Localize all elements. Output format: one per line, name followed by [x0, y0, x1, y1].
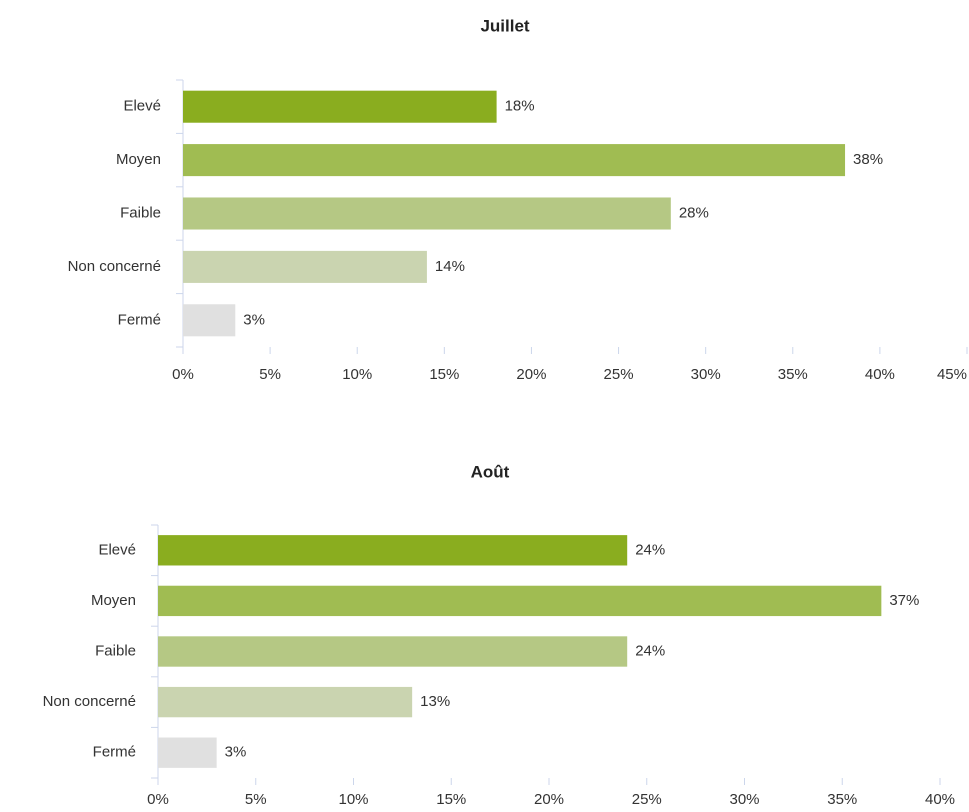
- x-tick-label: 15%: [436, 791, 466, 808]
- x-tick-label: 20%: [516, 366, 546, 383]
- bar: [183, 304, 236, 337]
- value-label: 13%: [420, 693, 450, 710]
- bar: [183, 90, 497, 123]
- bar: [158, 535, 628, 566]
- x-tick-label: 10%: [342, 366, 372, 383]
- bar: [183, 144, 846, 177]
- x-tick-label: 20%: [534, 791, 564, 808]
- x-tick-label: 35%: [827, 791, 857, 808]
- bar: [158, 585, 882, 617]
- chart-title: Juillet: [480, 16, 529, 35]
- x-tick-label: 10%: [338, 791, 368, 808]
- x-tick-label: 25%: [604, 366, 634, 383]
- value-label: 3%: [225, 744, 247, 761]
- category-label: Fermé: [93, 744, 136, 761]
- value-label: 38%: [853, 151, 883, 168]
- category-label: Moyen: [116, 151, 161, 168]
- bar: [158, 636, 628, 667]
- x-tick-label: 30%: [691, 366, 721, 383]
- category-label: Fermé: [118, 311, 161, 328]
- bar: [158, 737, 217, 768]
- value-label: 18%: [505, 98, 535, 115]
- x-tick-label: 15%: [429, 366, 459, 383]
- bar: [183, 250, 427, 283]
- value-label: 24%: [635, 642, 665, 659]
- x-tick-label: 35%: [778, 366, 808, 383]
- x-tick-label: 5%: [259, 366, 281, 383]
- category-label: Non concerné: [68, 258, 161, 275]
- category-label: Elevé: [123, 98, 161, 115]
- value-label: 37%: [889, 592, 919, 609]
- x-tick-label: 25%: [632, 791, 662, 808]
- x-tick-label: 0%: [147, 791, 169, 808]
- category-label: Faible: [120, 204, 161, 221]
- value-label: 14%: [435, 258, 465, 275]
- bar: [158, 686, 413, 718]
- chart-title: Août: [471, 462, 510, 481]
- value-label: 24%: [635, 541, 665, 558]
- x-tick-label: 40%: [865, 366, 895, 383]
- bar: [183, 197, 671, 230]
- x-tick-label: 30%: [729, 791, 759, 808]
- category-label: Non concerné: [43, 693, 136, 710]
- value-label: 28%: [679, 204, 709, 221]
- x-tick-label: 40%: [925, 791, 955, 808]
- x-tick-label: 5%: [245, 791, 267, 808]
- x-tick-label: 0%: [172, 366, 194, 383]
- value-label: 3%: [243, 311, 265, 328]
- x-tick-label: 45%: [937, 366, 967, 383]
- category-label: Elevé: [98, 541, 136, 558]
- category-label: Moyen: [91, 592, 136, 609]
- category-label: Faible: [95, 642, 136, 659]
